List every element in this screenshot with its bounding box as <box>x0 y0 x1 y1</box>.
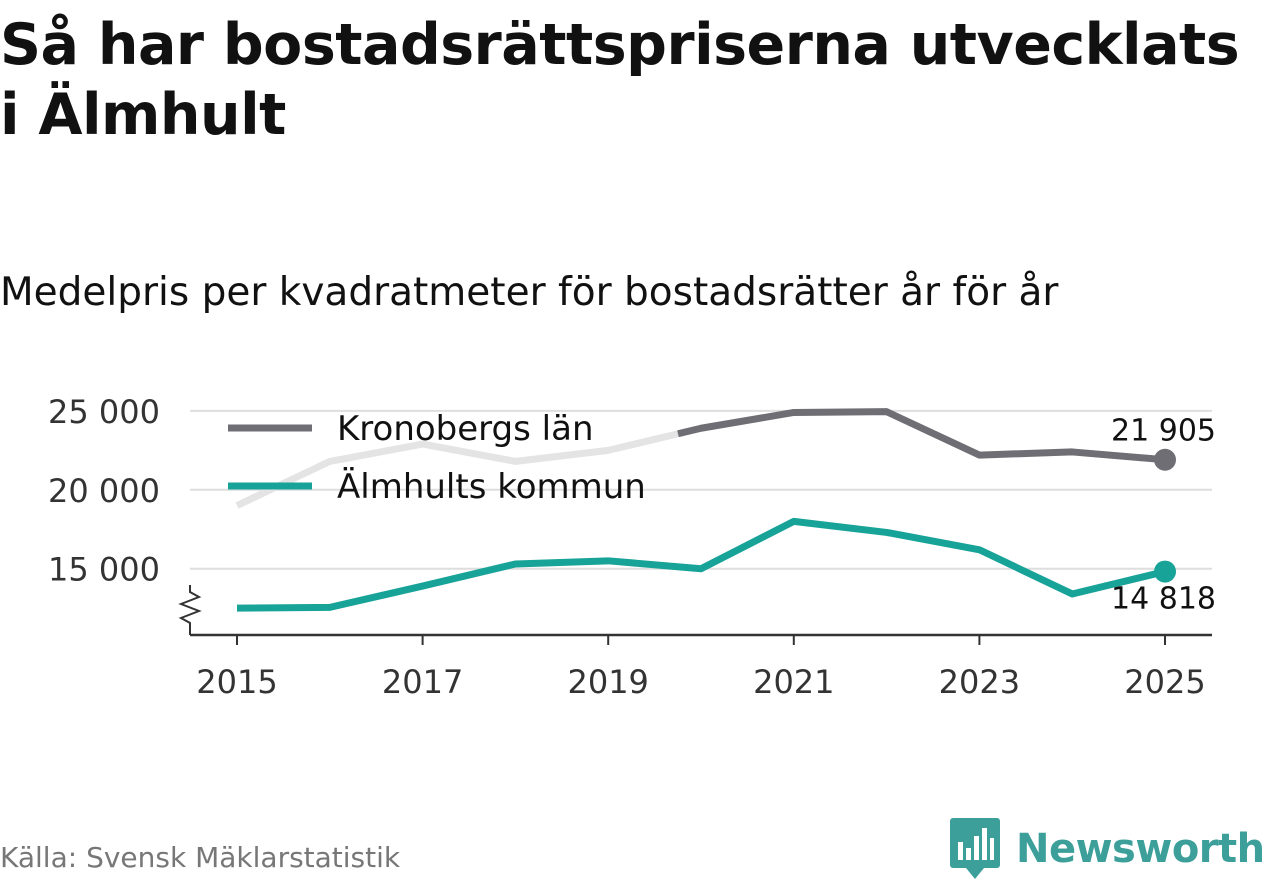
series-line-kronobergs <box>677 408 1166 464</box>
y-tick-label: 15 000 <box>48 551 160 589</box>
axis-break <box>178 585 202 635</box>
legend-label-kronobergs: Kronobergs län <box>337 409 594 449</box>
y-tick-label: 20 000 <box>48 472 160 510</box>
data-label-almhults: 14 818 <box>1111 582 1216 617</box>
axes: 15 000 20 000 25 000 2015 2017 2019 2021 2023 20… <box>48 393 1212 701</box>
newsworthy-icon <box>950 818 1000 879</box>
x-tick-label: 2025 <box>1124 663 1205 701</box>
end-labels: 21 905 14 818 <box>1111 414 1216 617</box>
x-tick-label: 2023 <box>939 663 1020 701</box>
legend-label-almhults: Älmhults kommun <box>337 467 646 507</box>
brand-logo: Newsworthy <box>950 818 1262 880</box>
x-tick-label: 2015 <box>196 663 277 701</box>
series-lines <box>235 408 1176 612</box>
series-line-almhults <box>236 517 1166 612</box>
x-tick-label: 2017 <box>382 663 463 701</box>
y-tick-label: 25 000 <box>48 393 160 431</box>
brand-name: Newsworthy <box>1016 826 1262 872</box>
line-chart: 15 000 20 000 25 000 2015 2017 2019 2021 2023 20… <box>48 393 1216 701</box>
x-tick-label: 2021 <box>753 663 834 701</box>
chart-subtitle: Medelpris per kvadratmeter för bostadsrä… <box>0 270 1059 315</box>
chart-title: Så har bostadsrättspriserna utvecklats i… <box>0 12 1240 148</box>
source-note: Källa: Svensk Mäklarstatistik <box>0 841 401 874</box>
x-tick-label: 2019 <box>567 663 648 701</box>
series-line-kronobergs-faded <box>235 430 679 509</box>
end-point-almhults <box>1154 560 1176 583</box>
end-point-kronobergs <box>1154 448 1176 471</box>
legend: Kronobergs län Älmhults kommun <box>228 409 646 507</box>
data-label-kronobergs: 21 905 <box>1111 414 1216 449</box>
